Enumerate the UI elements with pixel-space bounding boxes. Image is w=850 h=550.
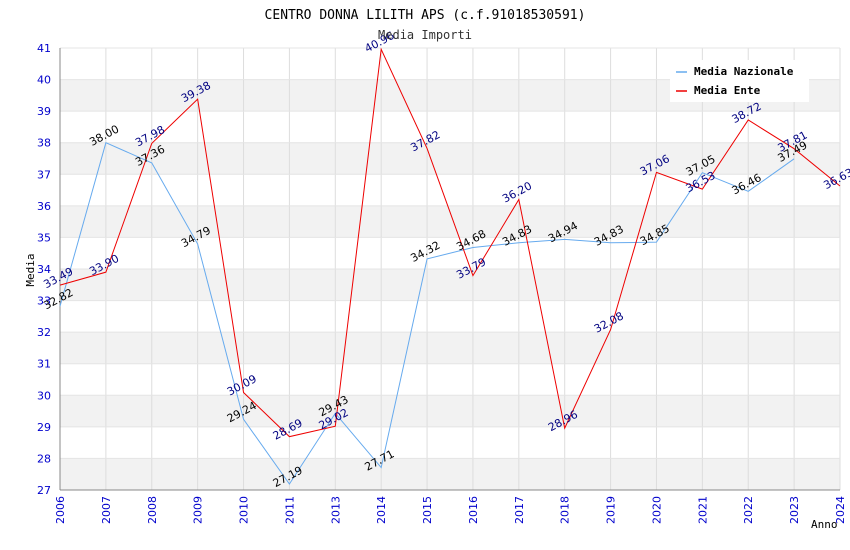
x-tick-label: 2021: [696, 496, 709, 524]
grid-band: [60, 426, 840, 459]
x-tick-label: 2008: [146, 496, 159, 524]
x-tick-label: 2011: [283, 496, 296, 524]
y-tick-label: 39: [37, 105, 51, 118]
x-tick-label: 2019: [605, 496, 618, 524]
x-tick-label: 2023: [788, 496, 801, 524]
grid-band: [60, 174, 840, 206]
y-tick-label: 35: [37, 231, 51, 244]
y-tick-label: 40: [37, 74, 51, 87]
y-tick-label: 33: [37, 295, 51, 308]
grid-band: [60, 332, 840, 364]
x-tick-label: 2015: [421, 496, 434, 524]
x-tick-label: 2018: [559, 496, 572, 524]
y-tick-label: 30: [37, 389, 51, 402]
legend-box: [670, 60, 809, 102]
grid-bands: [60, 48, 840, 490]
chart-title: CENTRO DONNA LILITH APS (c.f.91018530591…: [265, 8, 586, 23]
series-line: [59, 142, 795, 485]
x-tick-labels: 2006 2007 2008 2009 2010 2011 2013 2014 2015 2016…: [54, 496, 847, 524]
y-axis-label: Media: [24, 253, 37, 286]
x-tick-label: 2022: [742, 496, 755, 524]
x-tick-label: 2007: [100, 496, 113, 524]
x-tick-label: 2024: [834, 496, 847, 524]
legend: Media Nazionale Media Ente: [670, 60, 809, 102]
grid-band: [60, 363, 840, 396]
y-tick-label: 27: [37, 484, 51, 497]
y-tick-label: 29: [37, 421, 51, 434]
x-tick-label: 2014: [375, 496, 388, 524]
legend-label-ente: Media Ente: [694, 84, 761, 97]
grid-band: [60, 269, 840, 301]
y-tick-label: 34: [37, 263, 51, 276]
x-tick-label: 2016: [467, 496, 480, 524]
x-tick-label: 2020: [650, 496, 663, 524]
series-line: [59, 47, 841, 438]
y-tick-label: 38: [37, 137, 51, 150]
y-tick-label: 32: [37, 326, 51, 339]
y-tick-label: 31: [37, 358, 51, 371]
y-tick-label: 28: [37, 452, 51, 465]
x-tick-label: 2010: [238, 496, 251, 524]
y-tick-label: 37: [37, 168, 51, 181]
grid-band: [60, 395, 840, 427]
series-lines: [59, 47, 841, 485]
y-tick-label: 36: [37, 200, 51, 213]
x-tick-label: 2006: [54, 496, 67, 524]
grid-band: [60, 458, 840, 490]
y-tick-labels: 27 28 29 30 31 32 33 34 35 36 37 38 39 40 41: [37, 42, 51, 497]
x-tick-label: 2017: [513, 496, 526, 524]
chart-subtitle: Media Importi: [378, 28, 472, 42]
y-tick-label: 41: [37, 42, 51, 55]
grid-band: [60, 142, 840, 175]
legend-label-nazionale: Media Nazionale: [694, 65, 794, 78]
grid-band: [60, 111, 840, 143]
grid-band: [60, 300, 840, 333]
x-tick-label: 2013: [329, 496, 342, 524]
x-axis-label: Anno: [811, 518, 838, 531]
x-tick-label: 2009: [192, 496, 205, 524]
